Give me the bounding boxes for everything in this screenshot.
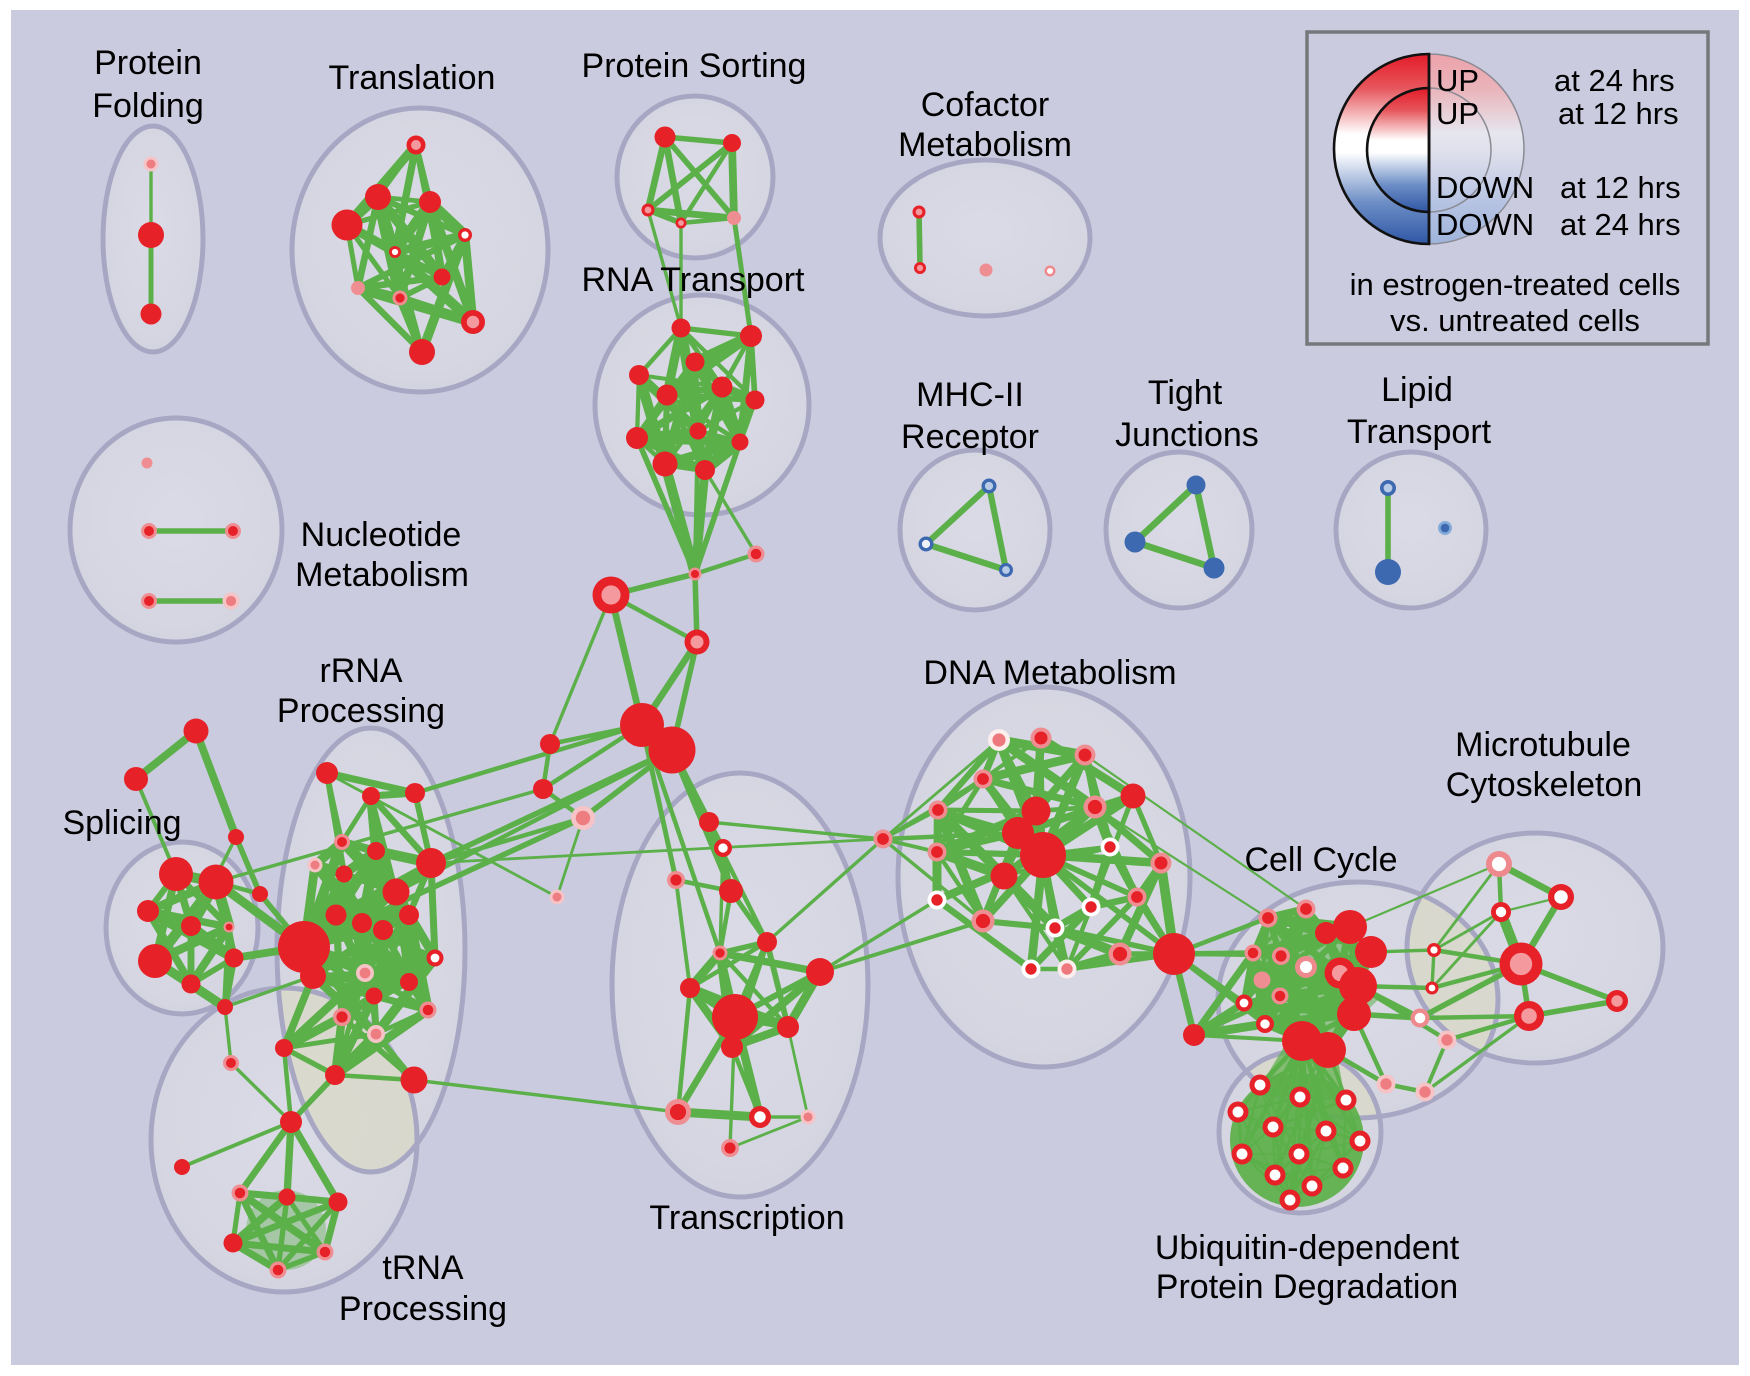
svg-text:DOWN: DOWN: [1436, 170, 1534, 205]
svg-text:rRNA: rRNA: [319, 652, 402, 690]
svg-text:at 12 hrs: at 12 hrs: [1560, 170, 1681, 205]
svg-text:Lipid: Lipid: [1381, 371, 1453, 409]
svg-text:Metabolism: Metabolism: [295, 556, 469, 594]
svg-text:Receptor: Receptor: [901, 418, 1039, 456]
svg-text:Folding: Folding: [92, 87, 204, 125]
svg-text:Cytoskeleton: Cytoskeleton: [1446, 766, 1643, 804]
svg-text:Processing: Processing: [339, 1290, 507, 1328]
svg-text:MHC-II: MHC-II: [916, 376, 1024, 414]
svg-text:Junctions: Junctions: [1115, 416, 1259, 454]
svg-text:Nucleotide: Nucleotide: [301, 516, 462, 554]
svg-text:at 12 hrs: at 12 hrs: [1558, 96, 1679, 131]
svg-text:at 24 hrs: at 24 hrs: [1560, 207, 1681, 242]
svg-text:Translation: Translation: [329, 59, 496, 97]
svg-text:Cofactor: Cofactor: [921, 86, 1050, 124]
svg-text:at 24 hrs: at 24 hrs: [1554, 63, 1675, 98]
svg-text:Transport: Transport: [1347, 413, 1492, 451]
svg-text:Protein Degradation: Protein Degradation: [1156, 1268, 1458, 1306]
svg-text:Metabolism: Metabolism: [898, 126, 1072, 164]
svg-text:UP: UP: [1436, 63, 1479, 98]
svg-text:Protein: Protein: [94, 44, 202, 82]
svg-text:tRNA: tRNA: [382, 1249, 464, 1287]
svg-text:Processing: Processing: [277, 692, 445, 730]
svg-text:DOWN: DOWN: [1436, 207, 1534, 242]
svg-text:DNA Metabolism: DNA Metabolism: [923, 654, 1176, 692]
svg-text:RNA Transport: RNA Transport: [582, 261, 806, 299]
svg-text:vs. untreated cells: vs. untreated cells: [1390, 303, 1640, 338]
svg-text:Transcription: Transcription: [649, 1199, 844, 1237]
svg-text:Tight: Tight: [1148, 374, 1223, 412]
svg-text:Protein Sorting: Protein Sorting: [582, 47, 807, 85]
svg-text:UP: UP: [1436, 96, 1479, 131]
svg-text:Splicing: Splicing: [62, 804, 181, 842]
svg-text:in estrogen-treated cells: in estrogen-treated cells: [1350, 267, 1681, 302]
svg-text:Microtubule: Microtubule: [1455, 726, 1631, 764]
svg-text:Cell Cycle: Cell Cycle: [1244, 841, 1397, 879]
svg-text:Ubiquitin-dependent: Ubiquitin-dependent: [1155, 1229, 1460, 1267]
